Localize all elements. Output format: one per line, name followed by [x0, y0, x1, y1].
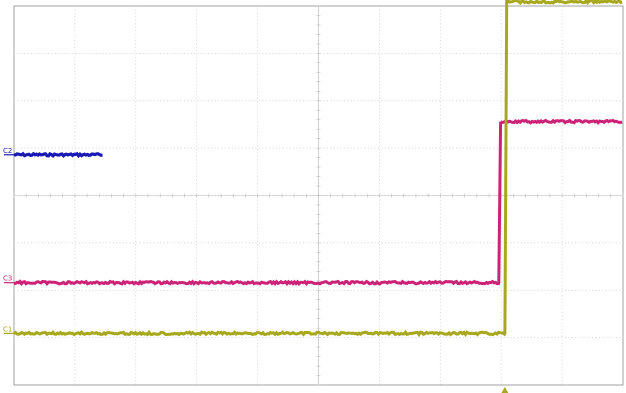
trace-c1	[13, 0, 623, 338]
trace-c3	[13, 118, 623, 287]
marker-c1-label: C1	[3, 325, 12, 333]
traces	[13, 0, 623, 338]
marker-c2-label: C2	[3, 147, 12, 155]
trigger-position-marker	[501, 387, 509, 393]
channel-markers: C2 C3 C1	[3, 147, 509, 393]
marker-c3-label: C3	[3, 275, 12, 283]
trace-c2-baseline	[13, 151, 103, 159]
grid	[13, 5, 624, 386]
